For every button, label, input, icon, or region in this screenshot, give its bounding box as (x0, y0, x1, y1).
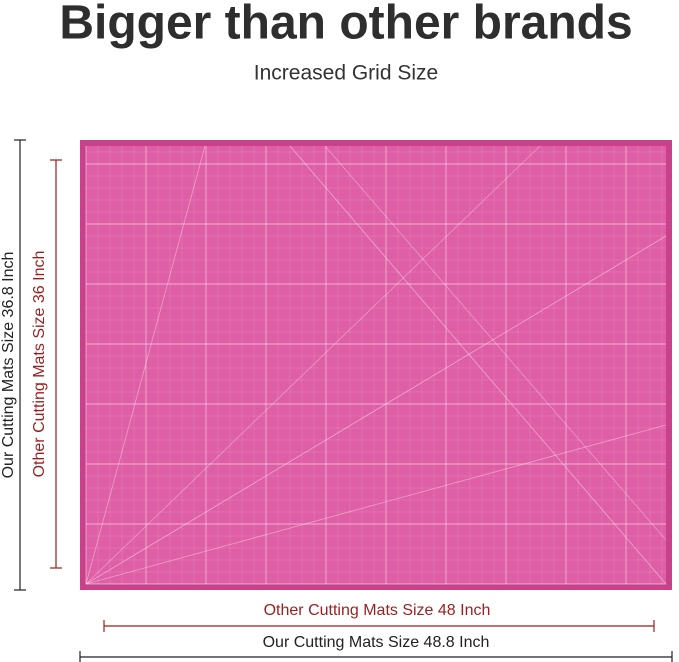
grid-line (85, 235, 667, 585)
our-height-label: Our Cutting Mats Size 36.8 Inch (0, 252, 17, 479)
mat (86, 146, 666, 584)
our-width-label: Our Cutting Mats Size 48.8 Inch (263, 634, 490, 651)
grid-line (289, 145, 667, 585)
our-height-line (14, 139, 26, 591)
grid-line (85, 145, 206, 585)
subtitle: Increased Grid Size (254, 62, 438, 85)
other-width-label: Other Cutting Mats Size 48 Inch (264, 602, 491, 619)
other-width-line (103, 620, 655, 632)
mat-grid (85, 145, 667, 585)
other-height-line (50, 159, 62, 569)
other-height-label: Other Cutting Mats Size 36 Inch (31, 251, 48, 478)
title: Bigger than other brands (59, 0, 632, 50)
our-width-line (79, 651, 673, 662)
grid-line (324, 145, 667, 541)
grid-line (85, 424, 667, 585)
grid-line (85, 145, 541, 585)
